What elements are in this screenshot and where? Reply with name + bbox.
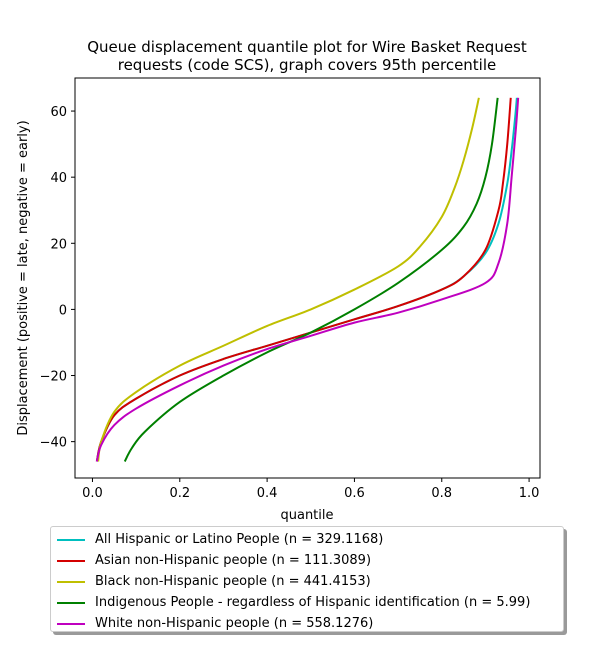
series-line-2 <box>97 97 480 462</box>
x-tick-label: 1.0 <box>519 486 540 501</box>
y-tick-label: −20 <box>40 370 67 385</box>
y-tick-label: 40 <box>50 171 67 186</box>
legend: All Hispanic or Latino People (n = 329.1… <box>50 526 564 632</box>
plot-frame <box>74 77 541 479</box>
series-line-1 <box>95 97 512 462</box>
legend-swatch <box>57 622 85 625</box>
legend-label: Black non-Hispanic people (n = 441.4153) <box>95 574 371 589</box>
legend-item: Indigenous People - regardless of Hispan… <box>57 592 563 613</box>
chart-title-line-1: Queue displacement quantile plot for Wir… <box>87 38 527 56</box>
y-axis-label: Displacement (positive = late, negative … <box>16 120 31 435</box>
legend-swatch <box>57 601 85 604</box>
legend-swatch <box>57 559 85 562</box>
legend-label: White non-Hispanic people (n = 558.1276) <box>95 616 374 631</box>
legend-label: Indigenous People - regardless of Hispan… <box>95 595 531 610</box>
x-tick-label: 0.2 <box>169 486 190 501</box>
legend-swatch <box>57 538 85 541</box>
series-line-4 <box>95 97 520 462</box>
y-tick-label: −40 <box>40 436 67 451</box>
legend-item: Asian non-Hispanic people (n = 111.3089) <box>57 550 563 571</box>
series-line-3 <box>123 97 499 462</box>
legend-label: All Hispanic or Latino People (n = 329.1… <box>95 532 384 547</box>
legend-swatch <box>57 580 85 583</box>
chart-title-line-2: requests (code SCS), graph covers 95th p… <box>118 56 497 74</box>
x-tick-label: 0.4 <box>257 486 278 501</box>
x-tick-label: 0.8 <box>431 486 452 501</box>
y-tick-label: 60 <box>50 105 67 120</box>
series-line-0 <box>95 97 518 462</box>
y-tick-label: 20 <box>50 237 67 252</box>
x-tick-label: 0.6 <box>344 486 365 501</box>
series-layer <box>95 97 520 462</box>
legend-label: Asian non-Hispanic people (n = 111.3089) <box>95 553 372 568</box>
y-tick-label: 0 <box>59 303 67 318</box>
legend-item: Black non-Hispanic people (n = 441.4153) <box>57 571 563 592</box>
tick-layer: 0.0 0.2 0.4 0.6 0.8 1.0 −40 −20 0 20 40 60 <box>40 105 540 501</box>
legend-item: White non-Hispanic people (n = 558.1276) <box>57 613 563 634</box>
x-axis-label: quantile <box>280 508 333 523</box>
legend-item: All Hispanic or Latino People (n = 329.1… <box>57 529 563 550</box>
x-tick-label: 0.0 <box>82 486 103 501</box>
